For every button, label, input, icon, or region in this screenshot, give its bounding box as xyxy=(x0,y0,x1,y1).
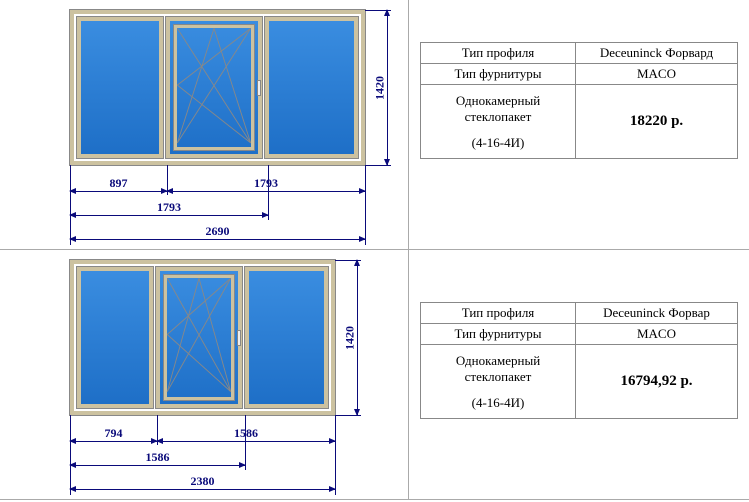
sash-right xyxy=(265,17,358,158)
sash-right xyxy=(245,267,328,408)
vertical-separator xyxy=(408,0,409,249)
window-spec-row-1: 1420 897 1793 1793 2690 Тип профиля Dece… xyxy=(0,0,749,250)
window-drawing-1: 1420 897 1793 1793 2690 xyxy=(70,10,365,165)
dim-c: 1793 xyxy=(70,215,268,216)
dim-c: 1586 xyxy=(70,465,245,466)
dim-a: 794 xyxy=(70,441,157,442)
dim-a: 897 xyxy=(70,191,167,192)
handle-icon xyxy=(237,330,241,346)
dim-height: 1420 xyxy=(357,260,358,415)
sash-left xyxy=(77,267,153,408)
sash-middle xyxy=(156,267,242,408)
dim-b-top: 1793 xyxy=(167,191,365,192)
spec-table-2: Тип профиля Deceuninck Форвар Тип фурнит… xyxy=(420,302,738,419)
glazing-cell: Однокамерный стеклопакет (4-16-4И) xyxy=(421,345,576,419)
handle-icon xyxy=(257,80,261,96)
price-value: 18220 р. xyxy=(576,85,738,159)
profile-value: Deceuninck Форвард xyxy=(576,43,738,64)
window-spec-row-2: 1420 794 1586 1586 2380 Тип профиля Dece… xyxy=(0,250,749,500)
profile-value: Deceuninck Форвар xyxy=(576,303,738,324)
profile-label: Тип профиля xyxy=(421,303,576,324)
glazing-cell: Однокамерный стеклопакет (4-16-4И) xyxy=(421,85,576,159)
hardware-label: Тип фурнитуры xyxy=(421,64,576,85)
profile-label: Тип профиля xyxy=(421,43,576,64)
dim-b-top: 1586 xyxy=(157,441,335,442)
vertical-separator xyxy=(408,250,409,499)
hardware-label: Тип фурнитуры xyxy=(421,324,576,345)
sash-left xyxy=(77,17,163,158)
dim-total: 2380 xyxy=(70,489,335,490)
dim-height: 1420 xyxy=(387,10,388,165)
window-frame xyxy=(70,260,335,415)
window-drawing-2: 1420 794 1586 1586 2380 xyxy=(70,260,335,415)
sash-middle xyxy=(166,17,262,158)
dim-total: 2690 xyxy=(70,239,365,240)
spec-table-1: Тип профиля Deceuninck Форвард Тип фурни… xyxy=(420,42,738,159)
hardware-value: MACO xyxy=(576,64,738,85)
price-value: 16794,92 р. xyxy=(576,345,738,419)
window-frame xyxy=(70,10,365,165)
hardware-value: MACO xyxy=(576,324,738,345)
